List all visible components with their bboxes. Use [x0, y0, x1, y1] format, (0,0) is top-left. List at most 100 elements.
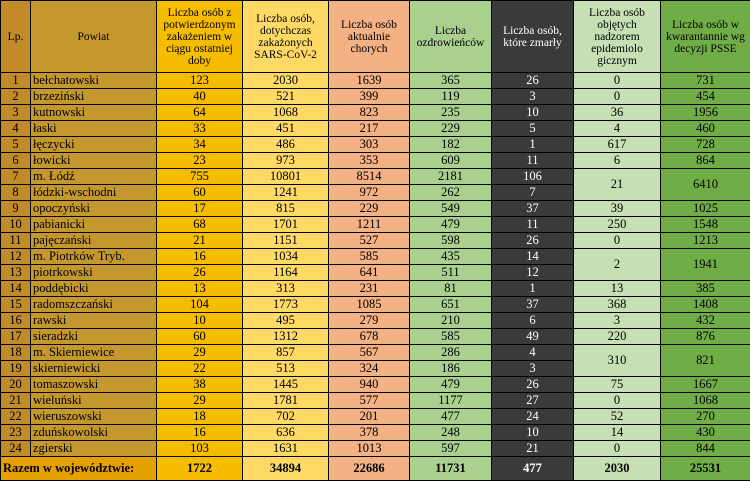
cell-active: 303 — [329, 137, 410, 153]
cell-total-infected: 1151 — [243, 233, 329, 249]
cell-quarantine: 270 — [661, 409, 750, 425]
cell-deaths: 3 — [492, 361, 574, 377]
totals-label: Razem w województwie: — [1, 457, 157, 481]
cell-powiat: łowicki — [31, 153, 157, 169]
cell-confirmed: 103 — [157, 441, 243, 457]
cell-lp: 11 — [1, 233, 31, 249]
cell-quarantine: 728 — [661, 137, 750, 153]
cell-recovered: 119 — [410, 89, 492, 105]
cell-active: 585 — [329, 249, 410, 265]
cell-confirmed: 22 — [157, 361, 243, 377]
cell-powiat: opoczyński — [31, 201, 157, 217]
cell-total-infected: 2030 — [243, 73, 329, 89]
cell-confirmed: 34 — [157, 137, 243, 153]
cell-lp: 12 — [1, 249, 31, 265]
header-powiat: Powiat — [31, 1, 157, 73]
cell-recovered: 477 — [410, 409, 492, 425]
cell-quarantine: 1548 — [661, 217, 750, 233]
cell-supervision: 21 — [574, 169, 661, 201]
cell-lp: 23 — [1, 425, 31, 441]
cell-deaths: 21 — [492, 441, 574, 457]
cell-deaths: 5 — [492, 121, 574, 137]
cell-lp: 3 — [1, 105, 31, 121]
cell-recovered: 598 — [410, 233, 492, 249]
cell-total-infected: 636 — [243, 425, 329, 441]
cell-deaths: 37 — [492, 297, 574, 313]
cell-recovered: 262 — [410, 185, 492, 201]
cell-deaths: 14 — [492, 249, 574, 265]
cell-powiat: bełchatowski — [31, 73, 157, 89]
cell-active: 8514 — [329, 169, 410, 185]
cell-recovered: 651 — [410, 297, 492, 313]
cell-quarantine: 844 — [661, 441, 750, 457]
cell-powiat: piotrkowski — [31, 265, 157, 281]
header-active: Liczba osób aktualnie chorych — [329, 1, 410, 73]
cell-powiat: łódzki-wschodni — [31, 185, 157, 201]
cell-powiat: pajęczański — [31, 233, 157, 249]
cell-deaths: 4 — [492, 345, 574, 361]
cell-powiat: kutnowski — [31, 105, 157, 121]
cell-recovered: 1177 — [410, 393, 492, 409]
cell-total-infected: 521 — [243, 89, 329, 105]
cell-supervision: 52 — [574, 409, 661, 425]
cell-supervision: 3 — [574, 313, 661, 329]
cell-lp: 16 — [1, 313, 31, 329]
cell-recovered: 479 — [410, 377, 492, 393]
header-quarantine: Liczba osób w kwarantannie wg decyzji PS… — [661, 1, 750, 73]
cell-powiat: skierniewicki — [31, 361, 157, 377]
cell-confirmed: 40 — [157, 89, 243, 105]
cell-active: 567 — [329, 345, 410, 361]
cell-recovered: 248 — [410, 425, 492, 441]
cell-total-infected: 1445 — [243, 377, 329, 393]
cell-total-infected: 313 — [243, 281, 329, 297]
cell-powiat: m. Łódź — [31, 169, 157, 185]
cell-powiat: zduńskowolski — [31, 425, 157, 441]
cell-quarantine: 1025 — [661, 201, 750, 217]
header-confirmed: Liczba osób z potwierdzonym zakażeniem w… — [157, 1, 243, 73]
cell-recovered: 286 — [410, 345, 492, 361]
cell-powiat: wieruszowski — [31, 409, 157, 425]
cell-powiat: m. Piotrków Tryb. — [31, 249, 157, 265]
cell-active: 353 — [329, 153, 410, 169]
cell-lp: 1 — [1, 73, 31, 89]
cell-deaths: 26 — [492, 233, 574, 249]
cell-powiat: zgierski — [31, 441, 157, 457]
cell-active: 324 — [329, 361, 410, 377]
cell-confirmed: 13 — [157, 281, 243, 297]
cell-deaths: 12 — [492, 265, 574, 281]
cell-active: 1013 — [329, 441, 410, 457]
cell-active: 577 — [329, 393, 410, 409]
header-row: Lp. Powiat Liczba osób z potwierdzonym z… — [1, 1, 750, 73]
cell-confirmed: 18 — [157, 409, 243, 425]
header-recovered: Liczba ozdrowieńców — [410, 1, 492, 73]
cell-active: 231 — [329, 281, 410, 297]
cell-active: 229 — [329, 201, 410, 217]
cell-supervision: 368 — [574, 297, 661, 313]
cell-total-infected: 1312 — [243, 329, 329, 345]
cell-lp: 13 — [1, 265, 31, 281]
cell-confirmed: 10 — [157, 313, 243, 329]
cell-active: 1085 — [329, 297, 410, 313]
cell-total-infected: 495 — [243, 313, 329, 329]
cell-supervision: 617 — [574, 137, 661, 153]
cell-confirmed: 17 — [157, 201, 243, 217]
cell-lp: 21 — [1, 393, 31, 409]
cell-active: 378 — [329, 425, 410, 441]
cell-active: 217 — [329, 121, 410, 137]
cell-recovered: 549 — [410, 201, 492, 217]
cell-confirmed: 23 — [157, 153, 243, 169]
cell-confirmed: 29 — [157, 393, 243, 409]
cell-confirmed: 38 — [157, 377, 243, 393]
cell-powiat: łęczycki — [31, 137, 157, 153]
cell-deaths: 49 — [492, 329, 574, 345]
cell-quarantine: 1213 — [661, 233, 750, 249]
